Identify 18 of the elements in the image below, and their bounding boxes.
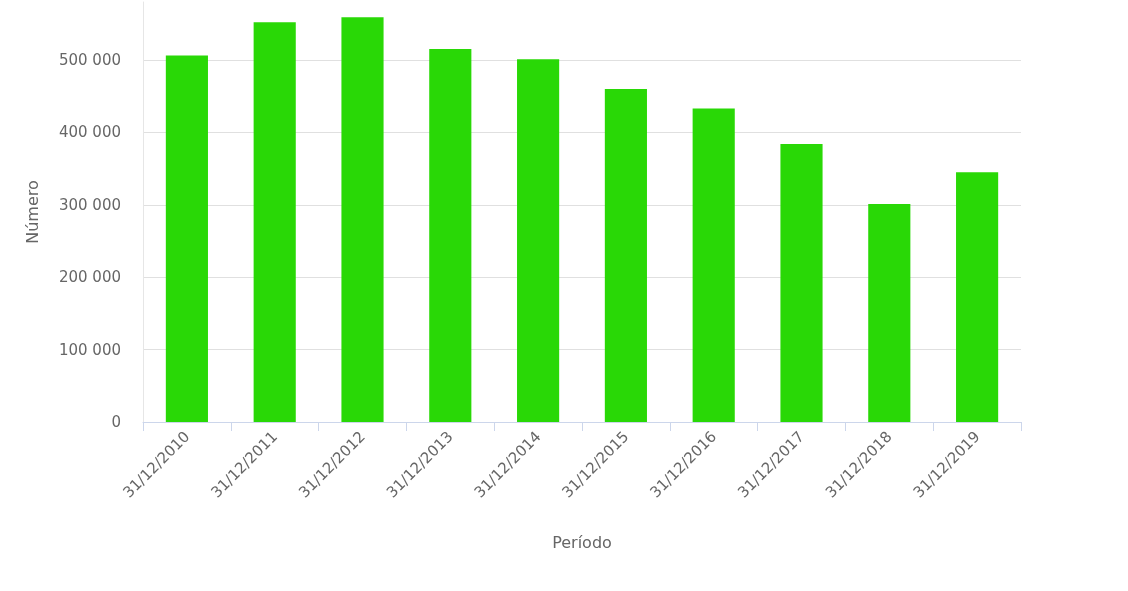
bar [692, 108, 735, 422]
bar [956, 172, 999, 422]
bar [429, 49, 472, 422]
y-axis-title: Número [22, 180, 42, 244]
x-axis-title: Período [552, 532, 612, 552]
bar [517, 59, 560, 422]
y-tick-label: 200 000 [58, 268, 121, 287]
y-tick-label: 100 000 [58, 340, 121, 359]
bar [341, 17, 384, 422]
bar [604, 88, 647, 422]
bar [780, 143, 823, 422]
y-tick-label: 300 000 [58, 195, 121, 214]
bar [868, 204, 911, 422]
bar [165, 55, 208, 422]
bar [253, 22, 296, 422]
y-tick-label: 400 000 [58, 123, 121, 142]
y-tick-label: 500 000 [58, 50, 121, 69]
y-tick-label: 0 [111, 413, 121, 431]
